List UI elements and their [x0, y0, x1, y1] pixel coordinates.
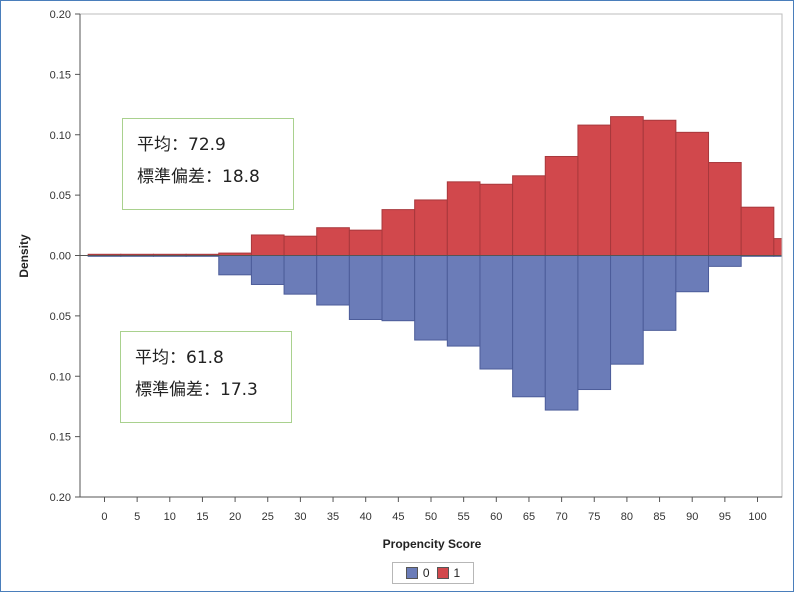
x-tick-label: 85	[653, 511, 665, 523]
bar-series-1	[740, 206, 775, 256]
bar-series-1	[381, 209, 416, 257]
x-tick-label: 45	[392, 511, 404, 523]
x-tick-label: 25	[262, 511, 274, 523]
x-axis-label: Propencity Score	[383, 537, 482, 551]
y-tick-label: 0.15	[50, 432, 71, 444]
legend-label-1: 1	[453, 566, 461, 580]
x-tick-label: 60	[490, 511, 502, 523]
y-tick-label: 0.05	[50, 190, 71, 202]
y-tick-label: 0.20	[50, 9, 71, 21]
bar-series-1	[610, 116, 644, 256]
bar-series-1	[479, 183, 514, 257]
bar-series-0	[708, 255, 742, 267]
bar-series-1	[446, 181, 481, 256]
y-tick-label: 0.05	[50, 311, 71, 323]
legend-label-0: 0	[422, 566, 430, 580]
x-tick-label: 50	[425, 511, 437, 523]
bar-series-0	[348, 255, 383, 320]
x-tick-label: 35	[327, 511, 339, 523]
x-tick-label: 10	[164, 511, 176, 523]
legend: 0 1	[392, 562, 474, 584]
bar-series-0	[544, 255, 579, 411]
mean-text: 平均：72.9	[137, 135, 226, 155]
x-tick-label: 90	[686, 511, 698, 523]
x-tick-label: 80	[621, 511, 633, 523]
bar-series-0	[316, 255, 350, 306]
x-tick-label: 100	[748, 511, 766, 523]
bar-series-0	[414, 255, 448, 341]
bar-series-0	[577, 255, 612, 391]
bar-series-0	[283, 255, 318, 295]
bar-series-1	[708, 162, 742, 257]
x-tick-label: 95	[719, 511, 731, 523]
bar-series-0	[675, 255, 710, 293]
legend-item-1: 1	[436, 566, 461, 580]
mean-text: 平均：61.8	[135, 348, 224, 368]
legend-swatch-0	[405, 567, 418, 579]
x-tick-label: 15	[196, 511, 208, 523]
y-tick-label: 0.10	[50, 130, 71, 142]
bar-series-1	[675, 131, 710, 257]
bar-series-0	[446, 255, 481, 347]
bar-series-1	[544, 155, 579, 256]
x-tick-label: 0	[101, 511, 107, 523]
bars-layer	[80, 116, 783, 411]
bar-series-1	[250, 234, 285, 257]
y-tick-label: 0.00	[50, 251, 71, 263]
y-tick-label: 0.20	[50, 492, 71, 504]
x-tick-label: 55	[458, 511, 470, 523]
x-tick-label: 70	[555, 511, 567, 523]
stat-box-group-1: 平均：72.9 標準偏差：18.8	[122, 118, 294, 210]
bar-series-0	[381, 255, 416, 322]
y-axis-label: Density	[17, 234, 31, 278]
bar-series-1	[348, 229, 383, 257]
bar-series-0	[250, 255, 285, 285]
stat-box-group-0: 平均：61.8 標準偏差：17.3	[120, 331, 292, 423]
bar-series-1	[773, 238, 783, 257]
x-tick-label: 20	[229, 511, 241, 523]
sd-text: 標準偏差：18.8	[137, 167, 260, 187]
bar-series-0	[479, 255, 514, 370]
bar-series-0	[610, 255, 644, 365]
x-tick-label: 40	[360, 511, 372, 523]
axes-layer: 0.20 0.15 0.10 0.05 0.00 0.05 0.10 0.15 0.20 0 5 10…	[50, 9, 783, 523]
legend-item-0: 0	[405, 566, 430, 580]
bar-series-1	[414, 199, 448, 256]
bar-series-1	[316, 227, 350, 256]
bar-series-0	[642, 255, 677, 331]
x-tick-label: 5	[134, 511, 140, 523]
bar-series-0	[512, 255, 546, 398]
bar-series-1	[577, 124, 612, 256]
bar-series-1	[283, 235, 318, 256]
x-tick-label: 75	[588, 511, 600, 523]
legend-swatch-1	[436, 567, 449, 579]
y-tick-label: 0.15	[50, 69, 71, 81]
y-tick-label: 0.10	[50, 371, 71, 383]
sd-text: 標準偏差：17.3	[135, 380, 258, 400]
bar-series-1	[512, 175, 546, 256]
x-tick-label: 65	[523, 511, 535, 523]
bar-series-1	[642, 119, 677, 257]
bar-series-0	[218, 255, 252, 276]
x-tick-label: 30	[294, 511, 306, 523]
